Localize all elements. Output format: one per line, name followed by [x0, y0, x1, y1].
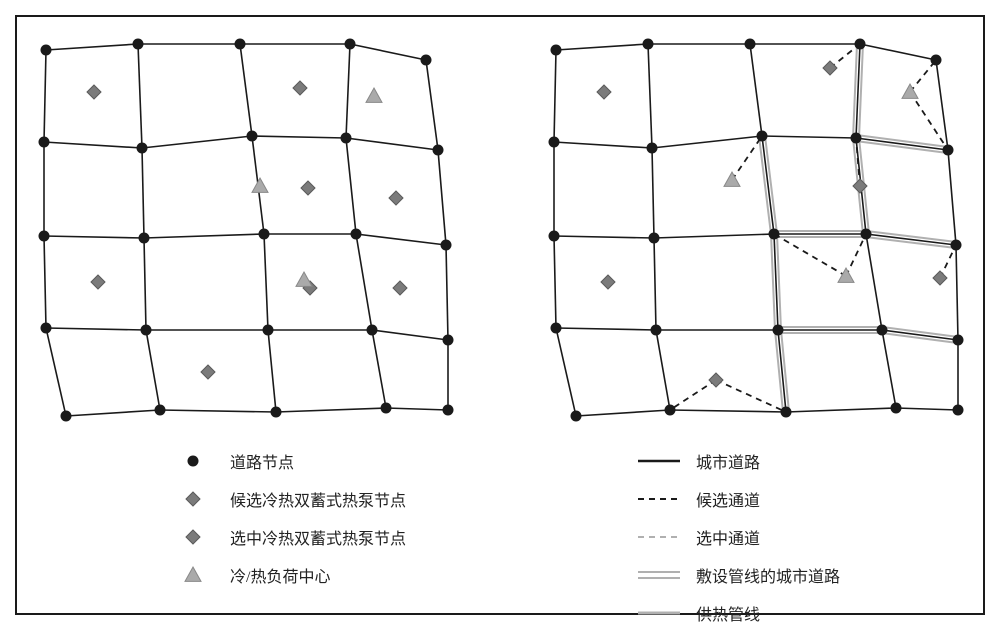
diamond-icon — [170, 489, 216, 509]
legend-right-item-0: 城市道路 — [636, 450, 840, 472]
circle-icon — [170, 451, 216, 471]
legend-left-label-1: 候选冷热双蓄式热泵节点 — [230, 487, 406, 511]
legend-right-column: 城市道路候选通道选中通道敷设管线的城市道路供热管线 — [636, 450, 840, 624]
line-gray-icon — [636, 603, 682, 623]
legend-right-label-0: 城市道路 — [696, 449, 760, 473]
legend-left-item-2: 选中冷热双蓄式热泵节点 — [170, 526, 406, 548]
legend-right-label-2: 选中通道 — [696, 525, 760, 549]
page: 道路节点候选冷热双蓄式热泵节点选中冷热双蓄式热泵节点冷/热负荷中心 城市道路候选… — [0, 0, 1000, 630]
line-solid-icon — [636, 451, 682, 471]
legend-right-label-1: 候选通道 — [696, 487, 760, 511]
legend-left-item-3: 冷/热负荷中心 — [170, 564, 406, 586]
legend-left-column: 道路节点候选冷热双蓄式热泵节点选中冷热双蓄式热泵节点冷/热负荷中心 — [170, 450, 406, 624]
line-double-icon — [636, 565, 682, 585]
legend-left-item-0: 道路节点 — [170, 450, 406, 472]
legend-right-item-1: 候选通道 — [636, 488, 840, 510]
diamond-icon — [170, 527, 216, 547]
legend-left-label-2: 选中冷热双蓄式热泵节点 — [230, 525, 406, 549]
legend-right-item-3: 敷设管线的城市道路 — [636, 564, 840, 586]
triangle-icon — [170, 565, 216, 585]
right-panel — [540, 30, 970, 430]
panels-row — [30, 30, 970, 430]
legend-right-label-4: 供热管线 — [696, 601, 760, 625]
right-graph-svg — [540, 30, 970, 430]
legend-right-label-3: 敷设管线的城市道路 — [696, 563, 840, 587]
legend-right-item-2: 选中通道 — [636, 526, 840, 548]
legend-left-label-3: 冷/热负荷中心 — [230, 563, 330, 587]
legend-left-item-1: 候选冷热双蓄式热泵节点 — [170, 488, 406, 510]
line-dashed-gray-icon — [636, 527, 682, 547]
legend-right-item-4: 供热管线 — [636, 602, 840, 624]
left-panel — [30, 30, 460, 430]
left-graph-svg — [30, 30, 460, 430]
legend-row: 道路节点候选冷热双蓄式热泵节点选中冷热双蓄式热泵节点冷/热负荷中心 城市道路候选… — [170, 450, 1000, 624]
line-dashed-icon — [636, 489, 682, 509]
legend-left-label-0: 道路节点 — [230, 449, 294, 473]
